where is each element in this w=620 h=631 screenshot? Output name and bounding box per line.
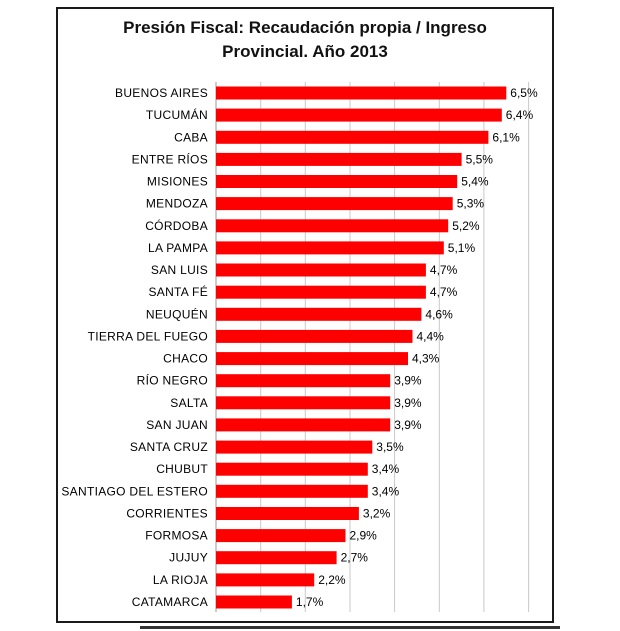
data-label: 6,1% bbox=[492, 130, 520, 144]
bar bbox=[216, 484, 368, 498]
bar bbox=[216, 374, 391, 388]
bar bbox=[216, 263, 426, 277]
category-label: LA PAMPA bbox=[148, 241, 208, 255]
data-label: 6,5% bbox=[510, 86, 538, 100]
bars bbox=[216, 86, 507, 609]
category-label: CABA bbox=[174, 130, 208, 144]
frame-bottom-edge bbox=[140, 626, 560, 629]
data-label: 3,9% bbox=[394, 374, 422, 388]
bar bbox=[216, 352, 408, 366]
data-label: 4,6% bbox=[425, 307, 453, 321]
bar bbox=[216, 573, 315, 587]
bar bbox=[216, 108, 502, 122]
category-label: SANTA CRUZ bbox=[130, 440, 208, 454]
data-label: 3,4% bbox=[372, 484, 400, 498]
category-label: SAN JUAN bbox=[146, 418, 208, 432]
category-label: SAN LUIS bbox=[151, 263, 208, 277]
data-label: 4,7% bbox=[430, 285, 458, 299]
data-label: 4,3% bbox=[412, 352, 440, 366]
bar bbox=[216, 529, 346, 543]
data-label: 3,9% bbox=[394, 418, 422, 432]
bar bbox=[216, 152, 462, 166]
data-label: 2,9% bbox=[350, 529, 378, 543]
bar bbox=[216, 507, 359, 520]
data-label: 2,7% bbox=[341, 551, 369, 565]
data-label: 4,7% bbox=[430, 263, 458, 277]
data-label: 6,4% bbox=[506, 108, 534, 122]
bar bbox=[216, 595, 292, 609]
bar bbox=[216, 307, 422, 321]
data-label: 5,4% bbox=[461, 175, 489, 189]
category-label: NEUQUÉN bbox=[146, 306, 208, 321]
bar bbox=[216, 440, 373, 454]
category-label: SANTIAGO DEL ESTERO bbox=[61, 484, 208, 498]
category-label: TIERRA DEL FUEGO bbox=[88, 329, 208, 343]
category-label: CATAMARCA bbox=[132, 595, 208, 609]
category-label: SALTA bbox=[170, 396, 208, 410]
category-label: TUCUMÁN bbox=[146, 107, 208, 122]
data-label: 2,2% bbox=[318, 573, 346, 587]
data-label: 5,5% bbox=[466, 152, 494, 166]
data-label: 1,7% bbox=[296, 595, 324, 609]
bar bbox=[216, 329, 413, 343]
bar bbox=[216, 219, 449, 233]
bar bbox=[216, 86, 507, 100]
chart-title-line-1: Presión Fiscal: Recaudación propia / Ing… bbox=[123, 18, 487, 37]
bar bbox=[216, 241, 444, 255]
data-label: 4,4% bbox=[417, 329, 445, 343]
category-label: LA RIOJA bbox=[153, 573, 208, 587]
data-label: 5,2% bbox=[452, 219, 480, 233]
category-label: CHUBUT bbox=[156, 462, 208, 476]
category-label: BUENOS AIRES bbox=[115, 86, 208, 100]
bar bbox=[216, 551, 337, 565]
gridlines bbox=[215, 82, 530, 612]
chart-title-line-2: Provincial. Año 2013 bbox=[222, 42, 388, 61]
data-label: 3,4% bbox=[372, 462, 400, 476]
data-label: 5,3% bbox=[457, 197, 485, 211]
category-label: CHACO bbox=[163, 352, 208, 366]
category-label: MENDOZA bbox=[146, 197, 208, 211]
bar bbox=[216, 130, 489, 144]
category-label: RÍO NEGRO bbox=[137, 373, 208, 388]
category-label: CORRIENTES bbox=[126, 507, 208, 521]
data-label: 3,2% bbox=[363, 507, 391, 521]
category-label: ENTRE RÍOS bbox=[132, 151, 208, 166]
bar bbox=[216, 396, 391, 410]
bar bbox=[216, 175, 458, 188]
category-label: MISIONES bbox=[147, 175, 208, 189]
category-label: SANTA FÉ bbox=[148, 284, 208, 299]
category-label: CÓRDOBA bbox=[145, 218, 208, 233]
category-label: FORMOSA bbox=[145, 529, 208, 543]
category-label: JUJUY bbox=[169, 551, 208, 565]
labels: BUENOS AIRES 6,5% TUCUMÁN 6,4% CABA 6,1% ENTRE… bbox=[61, 86, 538, 609]
bar bbox=[216, 197, 453, 211]
data-label: 3,9% bbox=[394, 396, 422, 410]
bar bbox=[216, 462, 368, 476]
chart-title: Presión Fiscal: Recaudación propia / Ing… bbox=[56, 16, 554, 64]
data-label: 3,5% bbox=[376, 440, 404, 454]
bar bbox=[216, 418, 391, 432]
data-label: 5,1% bbox=[448, 241, 476, 255]
bar bbox=[216, 285, 426, 299]
